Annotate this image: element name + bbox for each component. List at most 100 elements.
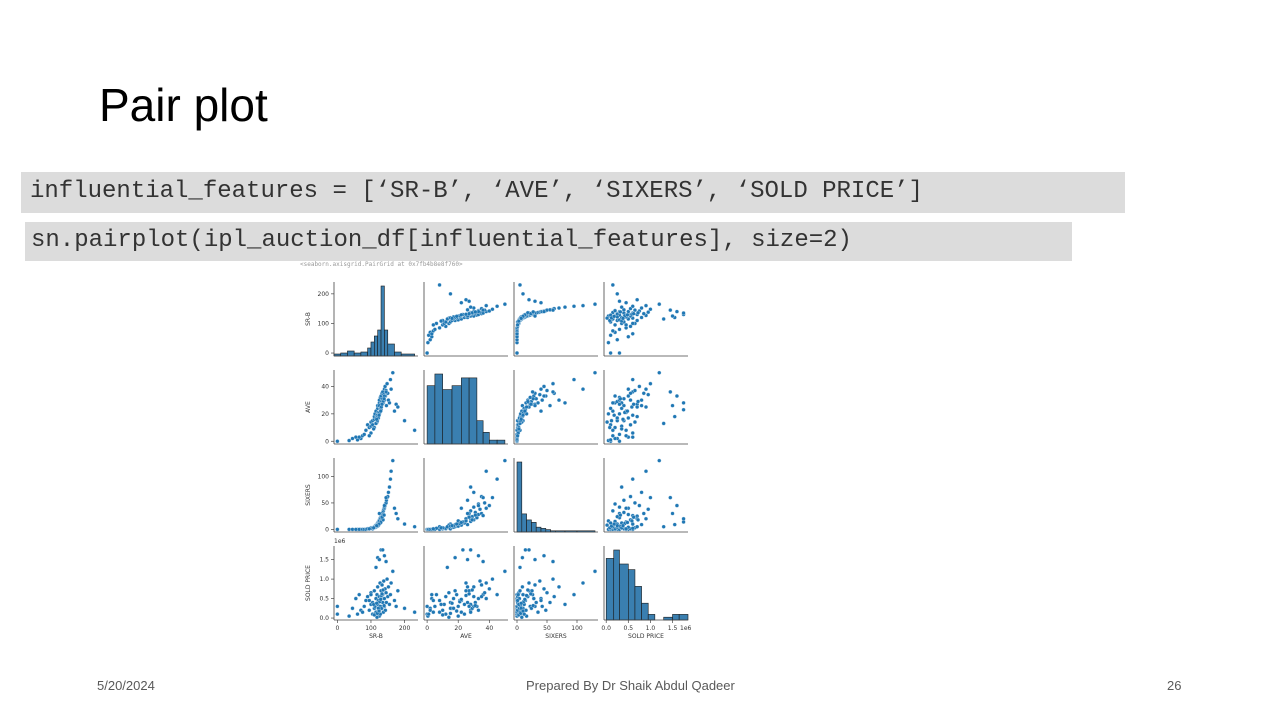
panel-sixers-vs-sold-price-point xyxy=(621,524,625,528)
panel-sold-price-vs-sold-price-bar xyxy=(642,603,649,620)
panel-ave-vs-sr-b-point xyxy=(372,427,376,431)
panel-sold-price-vs-sold-price-bar xyxy=(679,614,688,620)
panel-sixers-vs-sold-price-point xyxy=(671,512,675,516)
panel-sr-b-vs-sixers-point xyxy=(557,306,561,310)
panel-ave-vs-sr-b-point xyxy=(347,439,351,443)
panel-sr-b-vs-sr-b-bar xyxy=(354,353,361,356)
panel-sr-b-vs-sold-price-point xyxy=(615,338,619,342)
panel-sold-price-vs-ave-point xyxy=(481,560,485,564)
x-tick-label-sixers: 50 xyxy=(543,625,551,632)
panel-sr-b-vs-sr-b-bar xyxy=(341,353,348,356)
panel-ave-vs-sold-price-point xyxy=(673,415,677,419)
panel-sixers-vs-ave-point xyxy=(455,522,459,526)
panel-sold-price-vs-sixers-point xyxy=(516,593,520,597)
panel-sold-price-vs-sixers-point xyxy=(548,601,552,605)
y-tick-label-sr-b: 200 xyxy=(318,291,330,298)
panel-sr-b-vs-ave-point xyxy=(467,312,471,316)
panel-sr-b-vs-sixers-point xyxy=(519,317,523,321)
panel-sold-price-vs-sr-b-point xyxy=(376,585,380,589)
panel-sr-b-vs-sold-price-point xyxy=(632,312,636,316)
panel-ave-vs-sr-b-point xyxy=(393,409,397,413)
panel-sr-b-vs-sold-price-point xyxy=(631,332,635,336)
panel-sold-price-vs-sixers-point xyxy=(544,608,548,612)
panel-sr-b-vs-sold-price-point xyxy=(612,314,616,318)
panel-sixers-vs-ave-point xyxy=(467,515,471,519)
panel-sold-price-vs-ave-point xyxy=(470,588,474,592)
panel-sixers-vs-ave-point xyxy=(484,469,488,473)
code-line-features: influential_features = [‘SR-B’, ‘AVE’, ‘… xyxy=(21,172,1125,213)
panel-sixers-vs-sold-price-point xyxy=(668,496,672,500)
panel-sold-price-vs-sr-b-point xyxy=(375,601,379,605)
panel-sold-price-vs-ave-point xyxy=(435,593,439,597)
panel-sixers-vs-sold-price-point xyxy=(618,513,622,517)
panel-sixers-vs-ave-point xyxy=(472,505,476,509)
panel-sold-price-vs-ave-point xyxy=(503,569,507,573)
panel-sold-price-vs-sixers-point xyxy=(521,593,525,597)
panel-sold-price-vs-sr-b-point xyxy=(372,589,376,593)
panel-ave-vs-sixers-point xyxy=(548,404,552,408)
panel-ave-vs-sixers-point xyxy=(557,398,561,402)
panel-sr-b-vs-sold-price-point xyxy=(668,308,672,312)
panel-sold-price-vs-ave-point xyxy=(484,581,488,585)
y-tick-label-ave: 40 xyxy=(321,383,329,390)
panel-sold-price-vs-ave-point xyxy=(453,556,457,560)
panel-ave-vs-sold-price-point xyxy=(631,431,635,435)
panel-sold-price-vs-sr-b-point xyxy=(367,608,371,612)
panel-sold-price-vs-ave-point xyxy=(438,610,442,614)
panel-ave-vs-sixers-point xyxy=(516,434,520,438)
panel-ave-vs-sold-price-point xyxy=(608,426,612,430)
panel-ave-vs-sold-price-point xyxy=(644,387,648,391)
panel-ave-vs-sold-price-point xyxy=(626,409,630,413)
x-tick-label-ave: 40 xyxy=(486,625,494,632)
panel-ave-vs-ave-bar xyxy=(461,378,469,444)
panel-sr-b-vs-sold-price-point xyxy=(631,322,635,326)
panel-ave-vs-sold-price-point xyxy=(637,385,641,389)
panel-sold-price-vs-sr-b-point xyxy=(380,583,384,587)
panel-sixers-vs-ave-point xyxy=(459,506,463,510)
panel-sr-b-vs-ave-point xyxy=(469,305,473,309)
panel-sixers-vs-ave-point xyxy=(495,477,499,481)
slide-number: 26 xyxy=(1167,678,1181,693)
panel-ave-vs-sr-b-point xyxy=(385,382,389,386)
panel-sr-b-vs-ave-point xyxy=(433,327,437,331)
panel-ave-vs-sixers-point xyxy=(545,389,549,393)
panel-ave-vs-sold-price-point xyxy=(635,405,639,409)
panel-sr-b-vs-ave-point xyxy=(438,283,442,287)
panel-sold-price-vs-ave-point xyxy=(427,612,431,616)
x-tick-label-sr-b: 100 xyxy=(365,625,377,632)
panel-sixers-vs-sr-b-point xyxy=(375,524,379,528)
panel-sr-b-vs-sr-b-bar xyxy=(374,336,377,356)
panel-ave-vs-sold-price-point xyxy=(633,389,637,393)
y-axis-label-sr-b: SR-B xyxy=(305,312,312,326)
panel-ave-vs-sixers-point xyxy=(551,390,555,394)
panel-sr-b-vs-sold-price-point xyxy=(635,298,639,302)
panel-sixers-vs-ave-point xyxy=(481,496,485,500)
panel-ave-vs-ave-bar xyxy=(427,386,435,444)
panel-sixers-vs-sold-price-point xyxy=(622,498,626,502)
panel-ave-vs-sold-price-point xyxy=(640,398,644,402)
y-tick-label-sixers: 100 xyxy=(318,474,330,481)
panel-sold-price-vs-ave-point xyxy=(483,591,487,595)
panel-sr-b-vs-ave-point xyxy=(425,351,429,355)
panel-sixers-vs-sold-price-point xyxy=(642,512,646,516)
panel-sold-price-vs-ave-point xyxy=(456,614,460,618)
panel-sr-b-vs-ave-point xyxy=(491,307,495,311)
panel-sold-price-vs-ave-point xyxy=(456,604,460,608)
panel-sr-b-vs-sold-price-point xyxy=(618,327,622,331)
panel-sold-price-vs-sr-b-point xyxy=(354,597,358,601)
panel-sold-price-vs-sixers-point xyxy=(516,599,520,603)
x-tick-label-sold-price: 1.5 xyxy=(668,625,678,632)
panel-sixers-vs-sold-price-point xyxy=(657,459,661,463)
panel-ave-vs-sold-price-point xyxy=(611,401,615,405)
panel-sr-b-vs-sold-price-point xyxy=(624,301,628,305)
panel-sixers-vs-sr-b-point xyxy=(391,459,395,463)
panel-sixers-vs-ave-point xyxy=(487,504,491,508)
panel-sr-b-vs-sixers-point xyxy=(533,299,537,303)
panel-sold-price-vs-sr-b-point xyxy=(383,554,387,558)
panel-sixers-vs-sr-b-point xyxy=(389,477,393,481)
panel-sr-b-vs-ave-point xyxy=(503,302,507,306)
panel-sr-b-vs-ave-point xyxy=(495,304,499,308)
panel-sold-price-vs-ave-point xyxy=(447,591,451,595)
panel-sold-price-vs-ave-point xyxy=(452,606,456,610)
panel-sr-b-vs-sold-price-point xyxy=(671,314,675,318)
